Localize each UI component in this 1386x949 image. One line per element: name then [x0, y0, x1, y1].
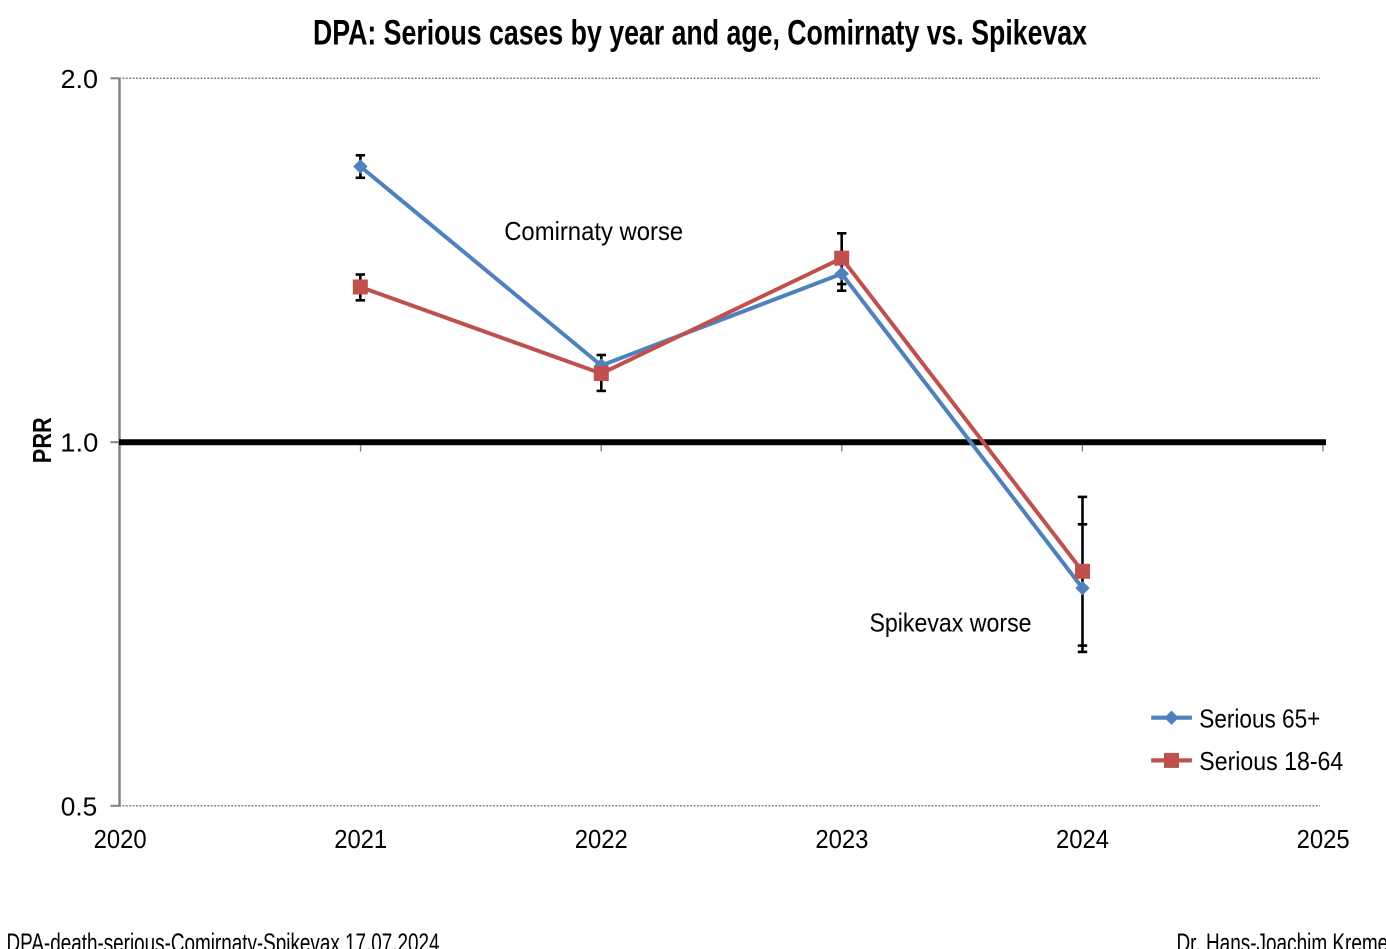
svg-text:DPA-death-serious-Comirnaty-Sp: DPA-death-serious-Comirnaty-Spikevax 17.…	[7, 927, 440, 949]
svg-text:Serious 65+: Serious 65+	[1199, 704, 1320, 734]
svg-text:0.5: 0.5	[61, 791, 98, 821]
svg-text:PRR: PRR	[27, 417, 57, 463]
svg-text:Dr. Hans-Joachim Kremer: Dr. Hans-Joachim Kremer	[1177, 928, 1386, 949]
svg-text:DPA: Serious cases by year and: DPA: Serious cases by year and age, Comi…	[313, 13, 1087, 53]
svg-text:2025: 2025	[1297, 824, 1350, 854]
svg-text:Comirnaty worse: Comirnaty worse	[504, 216, 683, 246]
svg-text:2020: 2020	[94, 824, 147, 854]
svg-text:1.0: 1.0	[60, 428, 98, 458]
svg-text:Serious 18-64: Serious 18-64	[1199, 746, 1343, 776]
svg-text:2022: 2022	[575, 824, 628, 854]
svg-text:2021: 2021	[334, 824, 387, 854]
svg-text:2024: 2024	[1056, 824, 1109, 854]
svg-text:Spikevax worse: Spikevax worse	[870, 607, 1032, 637]
svg-text:2.0: 2.0	[61, 64, 99, 94]
svg-text:2023: 2023	[815, 824, 868, 854]
